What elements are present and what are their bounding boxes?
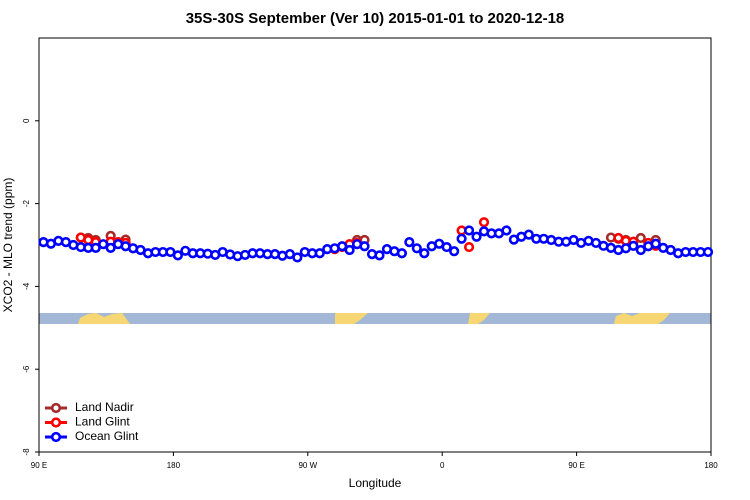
land-ocean-strip [39, 313, 711, 324]
land-patch [468, 313, 490, 324]
data-point [628, 240, 639, 251]
x-tick-label: 180 [167, 461, 181, 470]
data-point [314, 248, 325, 259]
legend-label: Land Nadir [75, 400, 134, 414]
y-tick-label: -2 [22, 199, 31, 207]
data-point [411, 243, 422, 254]
data-point [419, 248, 430, 259]
land-patch [78, 313, 130, 324]
data-point [501, 225, 512, 236]
x-axis-label: Longitude [349, 476, 402, 490]
data-point [702, 246, 714, 258]
data-point [292, 252, 303, 263]
data-point [635, 244, 646, 256]
x-tick-label: 90 E [568, 461, 584, 470]
data-point [105, 242, 116, 253]
chart-title: 35S-30S September (Ver 10) 2015-01-01 to… [186, 10, 565, 27]
data-point [337, 241, 348, 252]
x-tick-label: 90 E [31, 461, 47, 470]
data-point [172, 250, 183, 261]
y-tick-label: 0 [22, 118, 31, 123]
data-point [441, 241, 452, 253]
x-tick-label: 90 W [298, 461, 317, 470]
data-point [650, 238, 661, 249]
data-point [463, 225, 475, 236]
y-tick-label: -6 [22, 365, 31, 373]
data-point [456, 233, 467, 244]
data-point [478, 217, 490, 228]
data-point [463, 241, 475, 253]
legend-label: Land Glint [75, 415, 130, 429]
data-point [635, 232, 646, 244]
data-point [359, 241, 370, 252]
legend-label: Ocean Glint [75, 429, 139, 443]
data-point [523, 229, 534, 240]
data-point [98, 239, 109, 250]
x-tick-label: 0 [440, 461, 445, 470]
data-point [90, 242, 101, 253]
x-tick-label: 180 [704, 461, 718, 470]
y-tick-label: -8 [22, 448, 31, 456]
ocean-band [39, 313, 711, 324]
data-point [404, 237, 415, 248]
plot-frame [38, 37, 712, 453]
data-point [396, 248, 407, 259]
data-point [344, 244, 355, 256]
data-point [449, 246, 460, 257]
land-patch [335, 313, 368, 324]
y-tick-label: -4 [22, 282, 31, 290]
land-patch [614, 313, 670, 324]
data-point [374, 250, 385, 261]
data-point [471, 231, 482, 242]
legend-marker [50, 431, 62, 443]
legend-marker [50, 417, 62, 428]
legend-marker [50, 402, 62, 414]
y-axis-label: XCO2 - MLO trend (ppm) [1, 178, 15, 313]
